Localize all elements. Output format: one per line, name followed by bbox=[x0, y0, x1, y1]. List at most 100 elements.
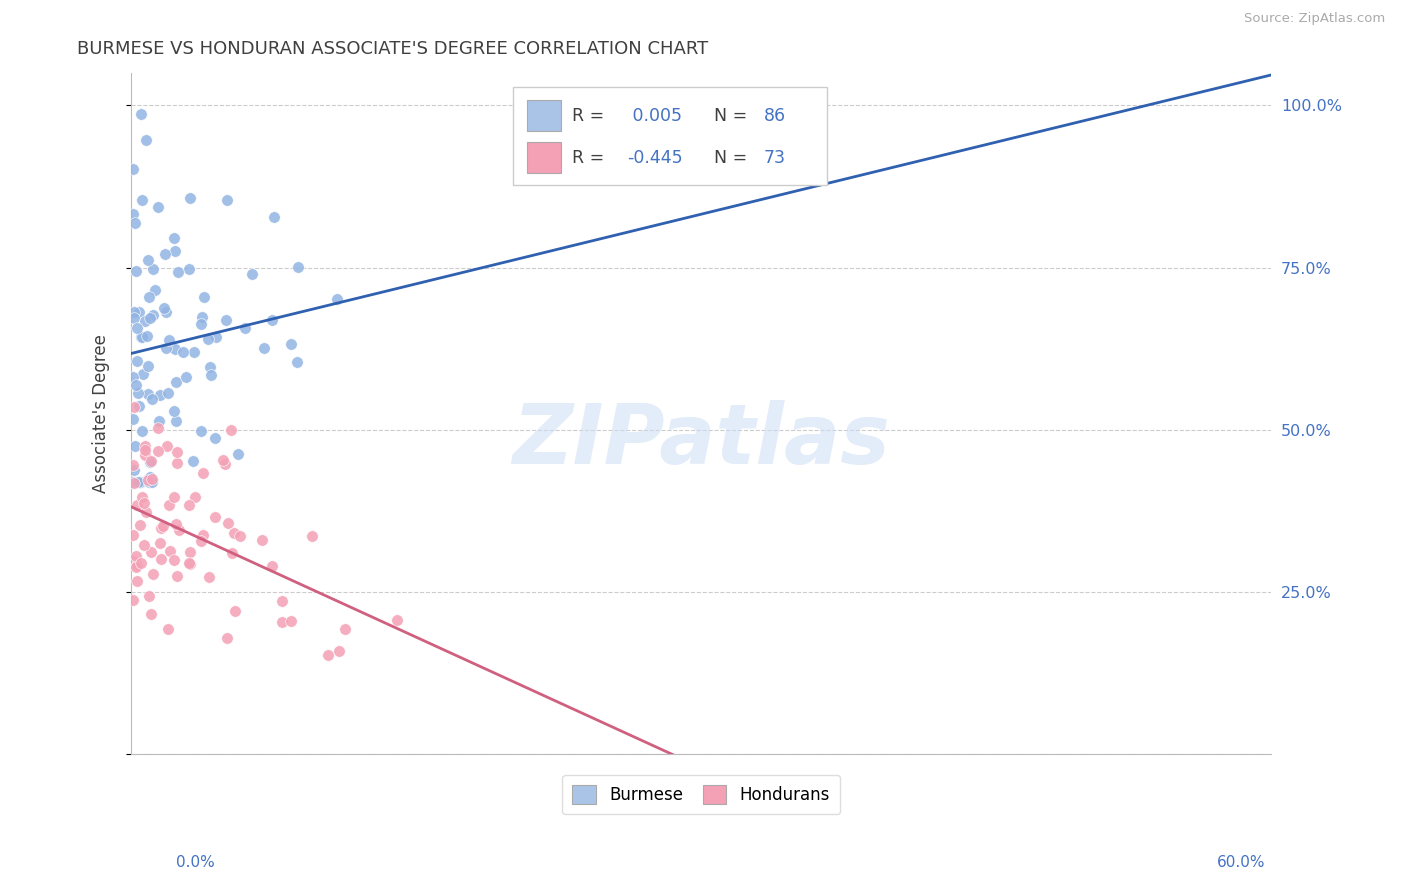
Point bbox=[122, 305, 145, 319]
Point bbox=[139, 310, 162, 325]
Point bbox=[233, 321, 256, 335]
Point bbox=[124, 264, 146, 278]
Point bbox=[149, 536, 172, 550]
Text: N =: N = bbox=[703, 149, 754, 167]
Point bbox=[326, 292, 349, 306]
Point bbox=[163, 244, 186, 258]
Point bbox=[316, 648, 339, 662]
Point bbox=[129, 518, 152, 533]
Point bbox=[179, 545, 201, 559]
Point bbox=[138, 359, 160, 374]
Point bbox=[204, 431, 226, 445]
Point bbox=[127, 475, 149, 489]
Point bbox=[127, 354, 149, 368]
Point bbox=[191, 310, 214, 324]
Point bbox=[156, 439, 179, 453]
Point bbox=[122, 161, 145, 176]
Point bbox=[280, 336, 302, 351]
Point bbox=[122, 401, 145, 415]
Point bbox=[263, 210, 285, 224]
Legend: Burmese, Hondurans: Burmese, Hondurans bbox=[562, 775, 839, 814]
Point bbox=[124, 439, 146, 453]
Point bbox=[166, 568, 188, 582]
Point bbox=[183, 345, 205, 359]
Point bbox=[129, 330, 152, 344]
Point bbox=[138, 475, 160, 489]
Point bbox=[122, 412, 145, 426]
Point bbox=[197, 332, 219, 346]
Point bbox=[138, 472, 160, 486]
Point bbox=[131, 491, 153, 505]
Point bbox=[131, 329, 153, 343]
Point bbox=[163, 404, 186, 418]
Point bbox=[124, 463, 146, 477]
Point bbox=[141, 566, 163, 581]
Text: Source: ZipAtlas.com: Source: ZipAtlas.com bbox=[1244, 12, 1385, 25]
Point bbox=[190, 533, 212, 548]
Point bbox=[285, 355, 308, 369]
Point bbox=[143, 284, 166, 298]
Point bbox=[152, 301, 174, 315]
Point bbox=[134, 314, 156, 328]
Point bbox=[138, 290, 160, 304]
Point bbox=[205, 330, 228, 344]
Text: 0.0%: 0.0% bbox=[176, 855, 215, 870]
Text: 60.0%: 60.0% bbox=[1218, 855, 1265, 870]
Point bbox=[139, 607, 162, 621]
Point bbox=[125, 498, 148, 512]
Bar bbox=[527, 100, 561, 131]
Point bbox=[129, 475, 152, 489]
Point bbox=[134, 538, 156, 552]
Point bbox=[139, 454, 162, 468]
Point bbox=[165, 516, 187, 531]
Point bbox=[136, 387, 159, 401]
Point bbox=[166, 444, 188, 458]
Point bbox=[328, 643, 350, 657]
Point bbox=[146, 444, 169, 458]
Point bbox=[129, 556, 152, 570]
Text: R =: R = bbox=[572, 106, 610, 125]
Point bbox=[165, 375, 187, 389]
Point bbox=[157, 498, 180, 512]
Point bbox=[125, 574, 148, 588]
Point bbox=[122, 369, 145, 384]
Point bbox=[166, 456, 188, 470]
Point bbox=[287, 260, 309, 274]
Point bbox=[128, 305, 150, 319]
Point bbox=[222, 525, 245, 540]
Point bbox=[172, 345, 194, 359]
Point bbox=[165, 414, 187, 428]
Point bbox=[129, 475, 152, 489]
Point bbox=[128, 400, 150, 414]
Point bbox=[129, 107, 152, 121]
Point bbox=[155, 247, 177, 261]
Point bbox=[174, 370, 197, 384]
Point bbox=[217, 516, 239, 531]
Point bbox=[162, 490, 184, 504]
Point bbox=[131, 367, 153, 381]
Point bbox=[135, 505, 157, 519]
Point bbox=[122, 475, 145, 489]
Point bbox=[122, 458, 145, 472]
Text: R =: R = bbox=[572, 149, 610, 167]
Point bbox=[226, 448, 249, 462]
Point bbox=[122, 475, 145, 490]
Point bbox=[155, 341, 177, 355]
Point bbox=[134, 448, 156, 462]
Point bbox=[190, 317, 212, 331]
Point bbox=[270, 615, 292, 629]
Point bbox=[139, 470, 162, 484]
Point bbox=[146, 200, 169, 214]
Point bbox=[134, 442, 156, 457]
Point bbox=[193, 466, 215, 480]
Point bbox=[333, 622, 356, 636]
Point bbox=[134, 496, 156, 510]
Point bbox=[136, 252, 159, 267]
Point bbox=[135, 133, 157, 147]
Bar bbox=[527, 143, 561, 173]
Point bbox=[141, 472, 163, 486]
Point bbox=[142, 308, 165, 322]
Point bbox=[162, 553, 184, 567]
Point bbox=[124, 216, 146, 230]
Point bbox=[387, 613, 409, 627]
